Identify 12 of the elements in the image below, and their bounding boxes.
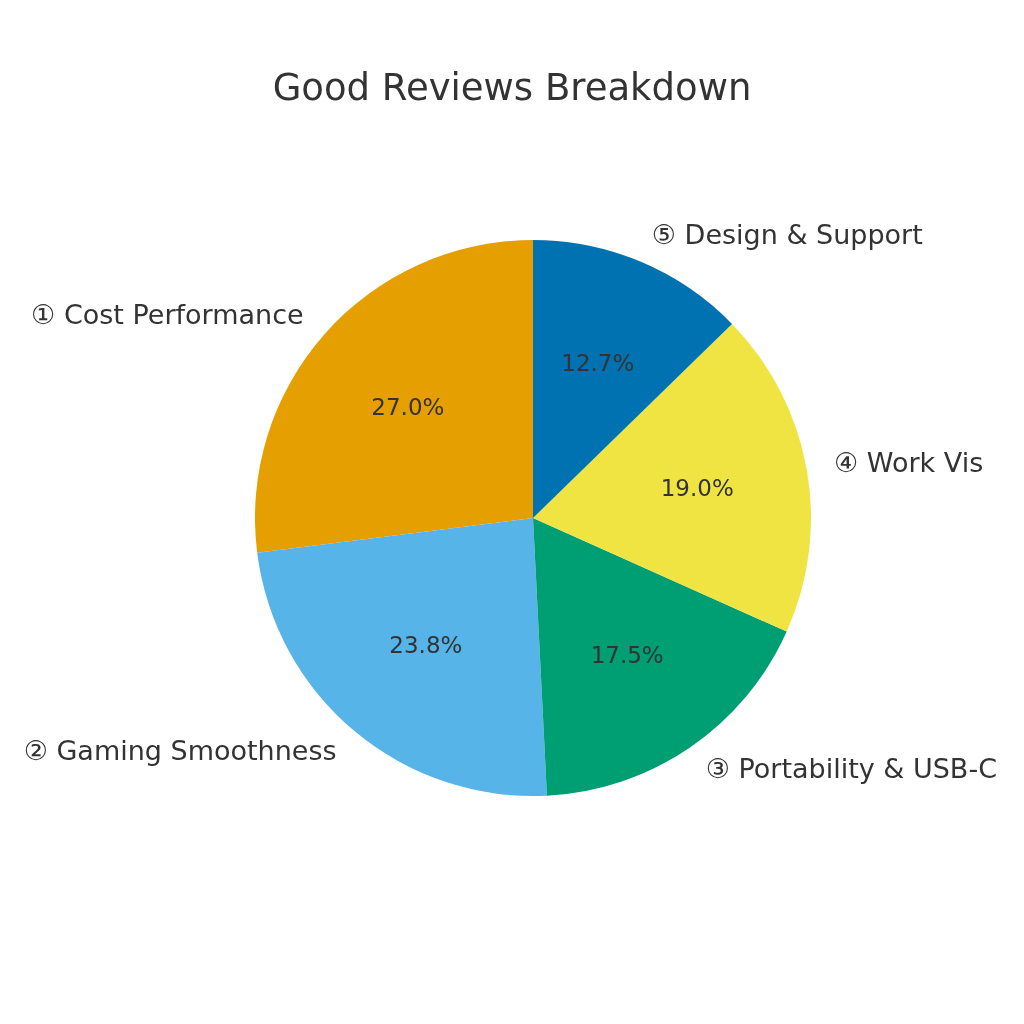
- data-label: 23.8%: [389, 631, 463, 658]
- data-label: 12.7%: [561, 350, 635, 377]
- pie-slice: [533, 323, 811, 632]
- slice-label: ③ Portability & USB-C: [705, 753, 997, 785]
- slice-label: ① Cost Performance: [31, 298, 304, 330]
- slice-label: ② Gaming Smoothness: [23, 735, 337, 767]
- data-label: 19.0%: [660, 474, 734, 501]
- data-label: 17.5%: [590, 641, 664, 668]
- chart-title: Good Reviews Breakdown: [272, 66, 752, 109]
- slice-label: ⑤ Design & Support: [651, 219, 923, 251]
- data-label: 27.0%: [371, 393, 445, 420]
- slice-label: ④ Work Vis: [834, 447, 984, 479]
